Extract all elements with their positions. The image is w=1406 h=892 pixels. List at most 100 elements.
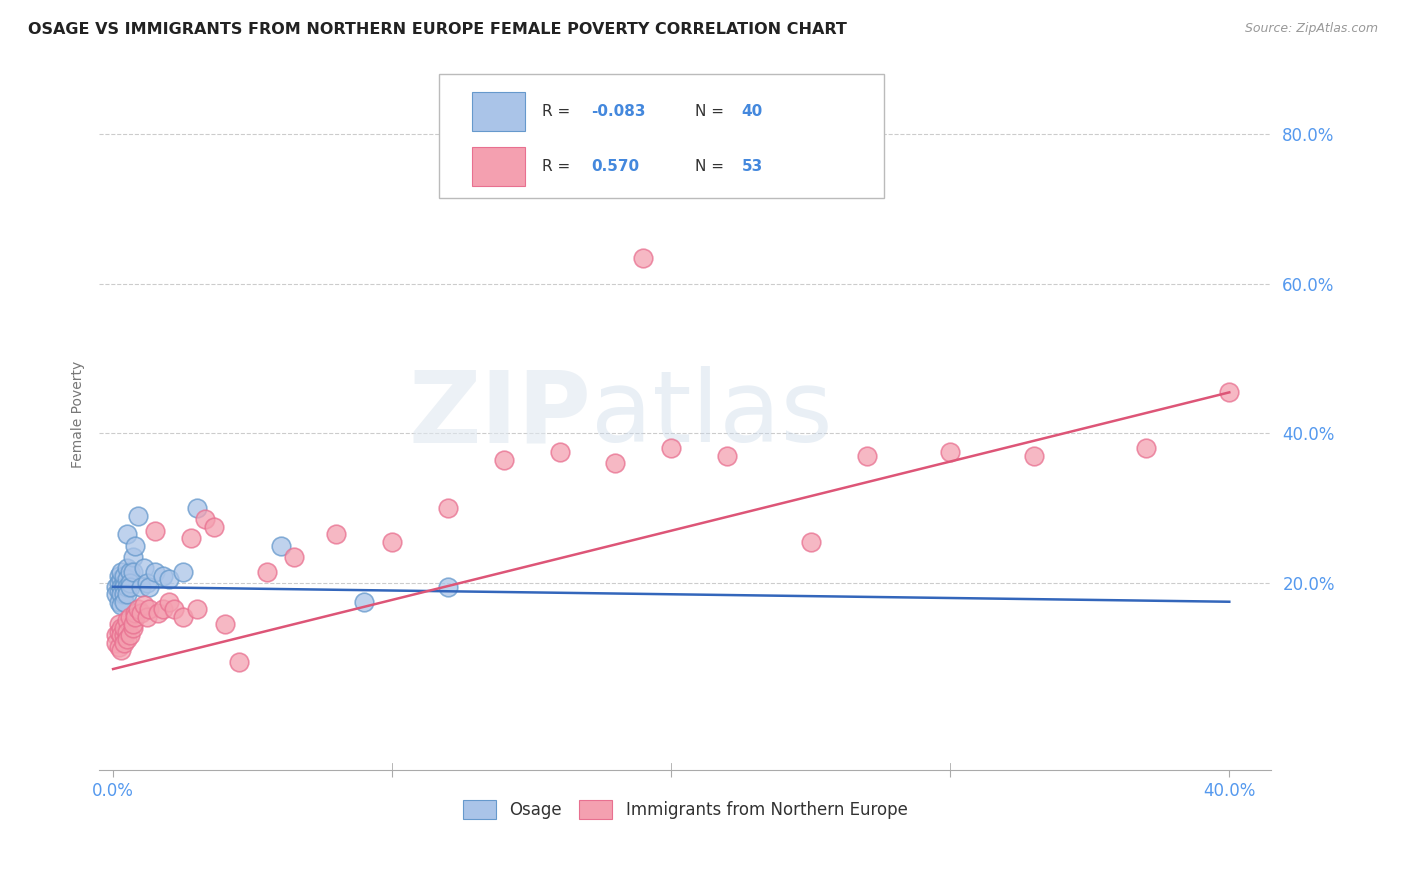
Point	[112, 580, 135, 594]
FancyBboxPatch shape	[472, 147, 524, 186]
Text: 40: 40	[741, 104, 762, 120]
Point	[124, 606, 146, 620]
Point	[107, 624, 129, 639]
Point	[437, 580, 460, 594]
Point	[180, 531, 202, 545]
Point	[115, 527, 138, 541]
Point	[118, 580, 141, 594]
Point	[112, 636, 135, 650]
Text: ZIP: ZIP	[409, 367, 592, 463]
Point	[127, 602, 149, 616]
Point	[157, 595, 180, 609]
Point	[107, 583, 129, 598]
Point	[716, 449, 738, 463]
Point	[633, 251, 655, 265]
Point	[548, 445, 571, 459]
Point	[152, 568, 174, 582]
Point	[104, 587, 127, 601]
Point	[186, 602, 208, 616]
Point	[121, 617, 143, 632]
Point	[1218, 385, 1240, 400]
Point	[107, 576, 129, 591]
Point	[659, 442, 682, 456]
Point	[110, 587, 132, 601]
Point	[283, 549, 305, 564]
Point	[112, 587, 135, 601]
Point	[163, 602, 186, 616]
Point	[115, 572, 138, 586]
Point	[121, 621, 143, 635]
Point	[152, 602, 174, 616]
Point	[110, 565, 132, 579]
Point	[107, 617, 129, 632]
Point	[157, 572, 180, 586]
Point	[132, 599, 155, 613]
Text: N =: N =	[695, 104, 728, 120]
Text: N =: N =	[695, 160, 728, 174]
Point	[118, 576, 141, 591]
Point	[228, 655, 250, 669]
Point	[115, 587, 138, 601]
Point	[112, 628, 135, 642]
Point	[112, 621, 135, 635]
Point	[202, 520, 225, 534]
Point	[118, 565, 141, 579]
FancyBboxPatch shape	[472, 92, 524, 131]
Point	[143, 524, 166, 538]
Point	[1135, 442, 1157, 456]
Point	[135, 609, 157, 624]
Text: R =: R =	[543, 104, 575, 120]
Point	[110, 621, 132, 635]
Point	[492, 452, 515, 467]
Point	[186, 501, 208, 516]
Point	[107, 640, 129, 654]
Point	[115, 614, 138, 628]
Point	[132, 561, 155, 575]
Point	[110, 643, 132, 657]
Point	[121, 565, 143, 579]
Text: OSAGE VS IMMIGRANTS FROM NORTHERN EUROPE FEMALE POVERTY CORRELATION CHART: OSAGE VS IMMIGRANTS FROM NORTHERN EUROPE…	[28, 22, 846, 37]
Point	[127, 508, 149, 523]
Point	[104, 636, 127, 650]
Point	[143, 565, 166, 579]
Point	[437, 501, 460, 516]
Text: 53: 53	[741, 160, 762, 174]
Point	[172, 609, 194, 624]
Point	[939, 445, 962, 459]
Point	[172, 565, 194, 579]
Text: atlas: atlas	[592, 367, 832, 463]
Point	[118, 628, 141, 642]
Point	[115, 580, 138, 594]
Point	[214, 617, 236, 632]
FancyBboxPatch shape	[439, 74, 884, 198]
Legend: Osage, Immigrants from Northern Europe: Osage, Immigrants from Northern Europe	[456, 793, 914, 826]
Point	[855, 449, 877, 463]
Text: Source: ZipAtlas.com: Source: ZipAtlas.com	[1244, 22, 1378, 36]
Point	[110, 599, 132, 613]
Point	[112, 595, 135, 609]
Point	[325, 527, 347, 541]
Point	[270, 539, 292, 553]
Point	[138, 602, 160, 616]
Text: -0.083: -0.083	[592, 104, 645, 120]
Point	[129, 606, 152, 620]
Point	[138, 580, 160, 594]
Point	[115, 632, 138, 647]
Point	[121, 549, 143, 564]
Point	[112, 568, 135, 582]
Point	[605, 457, 627, 471]
Point	[256, 565, 278, 579]
Point	[118, 609, 141, 624]
Text: R =: R =	[543, 160, 575, 174]
Point	[107, 595, 129, 609]
Point	[115, 624, 138, 639]
Point	[110, 628, 132, 642]
Text: 0.570: 0.570	[592, 160, 640, 174]
Point	[129, 580, 152, 594]
Point	[110, 580, 132, 594]
Point	[194, 512, 217, 526]
Point	[104, 580, 127, 594]
Point	[112, 576, 135, 591]
Point	[353, 595, 375, 609]
Point	[115, 561, 138, 575]
